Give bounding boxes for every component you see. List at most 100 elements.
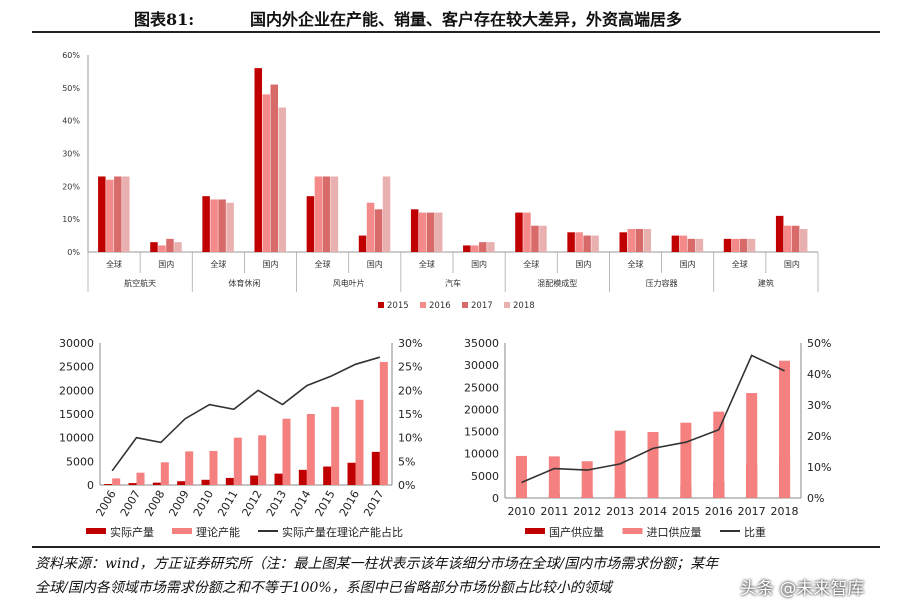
right-y-tick-label: 50%	[807, 337, 831, 350]
x-tick-label: 2010	[191, 488, 216, 519]
y-tick-label: 10%	[62, 215, 80, 224]
data-bar	[136, 472, 145, 485]
figure-label: 图表81:	[134, 10, 195, 29]
right-y-tick-label: 20%	[807, 430, 831, 443]
x-tick-label: 2009	[167, 488, 192, 519]
top-rule	[32, 31, 880, 33]
data-bar	[515, 455, 527, 498]
left-y-tick-label: 25000	[464, 381, 499, 394]
share-bar	[418, 212, 427, 252]
x-tick-label: 2007	[118, 488, 143, 519]
left-y-tick-label: 0	[87, 479, 94, 492]
category-label: 国内	[367, 259, 383, 269]
data-bar	[160, 462, 169, 485]
x-tick-label: 2006	[94, 488, 119, 519]
share-bar	[158, 245, 166, 252]
left-y-tick-label: 15000	[464, 426, 499, 439]
share-bar	[679, 235, 688, 252]
right-y-tick-label: 15%	[398, 408, 422, 421]
legend-label: 国产供应量	[549, 525, 604, 539]
category-label: 全球	[106, 259, 122, 269]
x-tick-label: 2017	[738, 505, 766, 518]
legend-swatch	[504, 302, 510, 308]
left-y-tick-label: 10000	[464, 448, 499, 461]
share-bar	[583, 235, 591, 252]
share-bar	[382, 176, 391, 252]
data-bar	[355, 399, 364, 485]
category-label: 全球	[628, 259, 644, 269]
x-tick-label: 2010	[507, 505, 535, 518]
bottom-rule	[32, 546, 880, 548]
group-label: 压力容器	[646, 278, 678, 288]
data-bar	[746, 393, 758, 498]
data-bar	[323, 466, 332, 485]
legend-swatch	[420, 302, 426, 308]
legend-label: 理论产能	[196, 525, 240, 539]
data-bar	[258, 435, 267, 485]
left-y-tick-label: 20000	[59, 384, 94, 397]
group-label: 航空航天	[124, 278, 156, 288]
share-bar	[731, 238, 740, 252]
left-y-tick-label: 25000	[59, 361, 94, 374]
left-y-tick-label: 30000	[464, 359, 499, 372]
data-bar	[104, 484, 113, 485]
legend-label: 2016	[429, 301, 451, 311]
share-bar	[218, 199, 226, 252]
share-bar	[270, 84, 278, 252]
x-tick-label: 2016	[705, 505, 733, 518]
share-bar	[627, 229, 635, 252]
data-bar	[371, 451, 380, 485]
share-bar	[314, 176, 323, 252]
data-bar	[282, 418, 291, 485]
x-tick-label: 2018	[771, 505, 799, 518]
share-bar	[358, 235, 367, 252]
right-y-tick-label: 30%	[398, 337, 422, 350]
share-bar	[479, 242, 487, 252]
x-tick-label: 2012	[573, 505, 601, 518]
category-label: 国内	[575, 259, 591, 269]
category-label: 全球	[523, 259, 539, 269]
y-tick-label: 0%	[67, 248, 80, 257]
data-bar	[647, 432, 659, 498]
y-tick-label: 50%	[62, 84, 80, 93]
data-bar	[185, 451, 194, 485]
data-bar	[112, 478, 121, 485]
category-label: 全球	[315, 259, 331, 269]
source-note: 资料来源：wind，方正证券研究所（注：最上图某一柱状表示该年该细分市场在全球/…	[35, 552, 880, 600]
legend-swatch	[622, 528, 643, 534]
share-bar	[695, 238, 704, 252]
x-tick-label: 2015	[313, 488, 338, 519]
left-y-tick-label: 35000	[464, 337, 499, 350]
source-line-2: 全球/国内各领域市场需求份额之和不等于100%，系图中已省略部分市场份额占比较小…	[35, 580, 612, 596]
share-bar	[254, 68, 262, 252]
category-label: 全球	[732, 259, 748, 269]
share-bar	[174, 242, 182, 252]
left-y-tick-label: 15000	[59, 408, 94, 421]
legend-label: 实际产量在理论产能占比	[282, 525, 403, 539]
share-bar	[567, 232, 575, 252]
share-bar	[471, 245, 479, 252]
data-bar	[581, 461, 593, 498]
share-bar	[791, 225, 800, 252]
legend-swatch	[462, 302, 468, 308]
data-bar	[152, 482, 161, 485]
share-bar	[575, 232, 583, 252]
share-bar	[434, 212, 443, 252]
share-bar	[747, 238, 756, 252]
category-label: 全球	[210, 259, 226, 269]
category-label: 国内	[158, 259, 174, 269]
right-y-tick-label: 30%	[807, 399, 831, 412]
right-y-tick-label: 20%	[398, 384, 422, 397]
legend-swatch	[86, 528, 106, 534]
share-bar	[515, 212, 523, 252]
y-tick-label: 60%	[62, 51, 80, 60]
right-y-tick-label: 10%	[807, 461, 831, 474]
x-tick-label: 2016	[337, 488, 362, 519]
legend-label: 进口供应量	[647, 525, 702, 539]
data-bar	[347, 462, 356, 485]
source-line-1: 资料来源：wind，方正证券研究所（注：最上图某一柱状表示该年该细分市场在全球/…	[35, 556, 719, 572]
share-bar	[278, 107, 286, 253]
watermark: 头条 @未来智库	[740, 579, 865, 599]
category-label: 国内	[680, 259, 696, 269]
data-bar	[201, 479, 210, 485]
